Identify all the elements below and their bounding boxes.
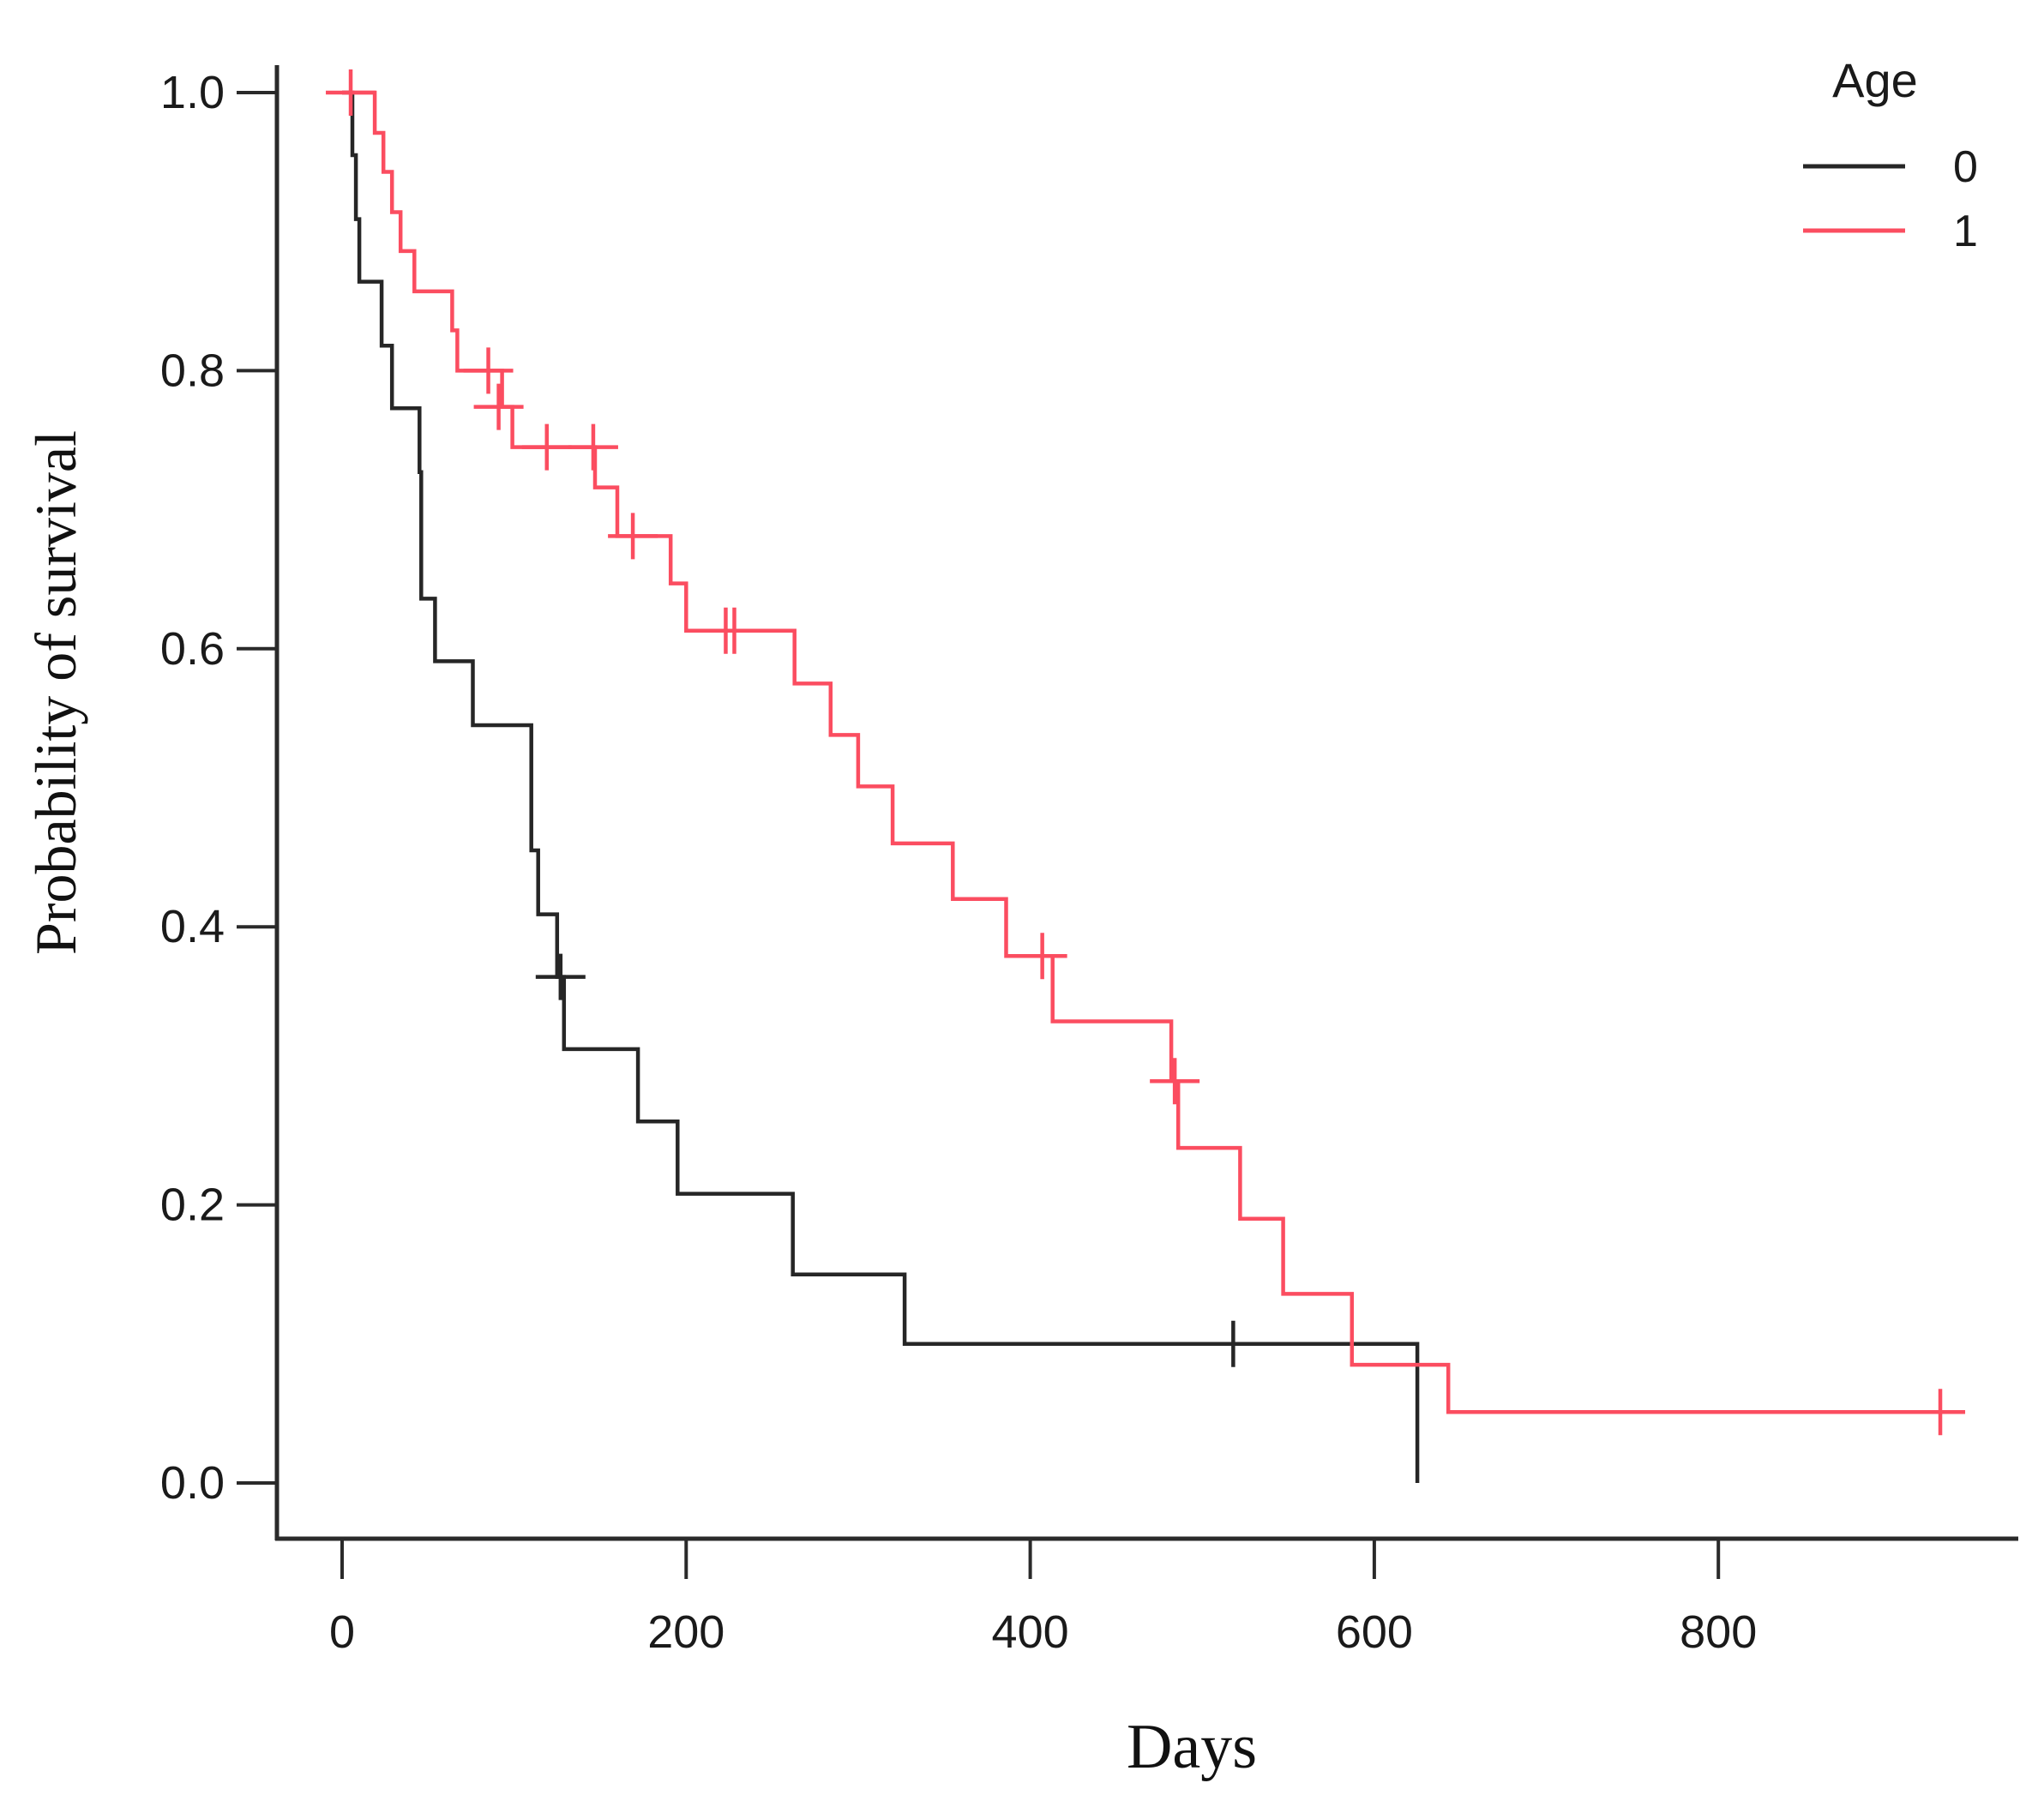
censor-marks-age1: [326, 69, 1966, 1436]
survival-curve-age0: [342, 90, 1420, 1483]
x-tick-label: 600: [1336, 1606, 1413, 1658]
y-axis-title: Probability of survival: [23, 430, 88, 955]
survival-step-path-age0: [342, 90, 1420, 1483]
x-tick-label: 200: [647, 1606, 724, 1658]
x-tick-label: 400: [992, 1606, 1069, 1658]
y-tick-label: 0.8: [160, 345, 225, 396]
x-tick-label: 800: [1680, 1606, 1757, 1658]
series-layer: [326, 69, 1966, 1483]
y-tick-label: 0.6: [160, 623, 225, 675]
censor-marks-age0: [535, 953, 1259, 1367]
legend: Age 0 1: [1803, 53, 1978, 256]
y-tick-label: 0.4: [160, 901, 225, 952]
survival-step-path-age1: [342, 90, 1958, 1414]
tick-layer: 0.0 0.2 0.4 0.6 0.8 1.0 0 200 400 600 800: [160, 67, 1757, 1658]
legend-label-age1: 1: [1953, 207, 1978, 256]
legend-label-age0: 0: [1953, 142, 1978, 192]
x-axis-title: Days: [1127, 1712, 1257, 1782]
x-tick-label: 0: [329, 1606, 355, 1658]
y-tick-label: 0.0: [160, 1457, 225, 1509]
y-tick-label: 0.2: [160, 1180, 225, 1231]
axes: [274, 65, 2018, 1541]
legend-title: Age: [1832, 53, 1918, 107]
survival-curve-age1: [326, 69, 1966, 1436]
y-tick-label: 1.0: [160, 67, 225, 118]
